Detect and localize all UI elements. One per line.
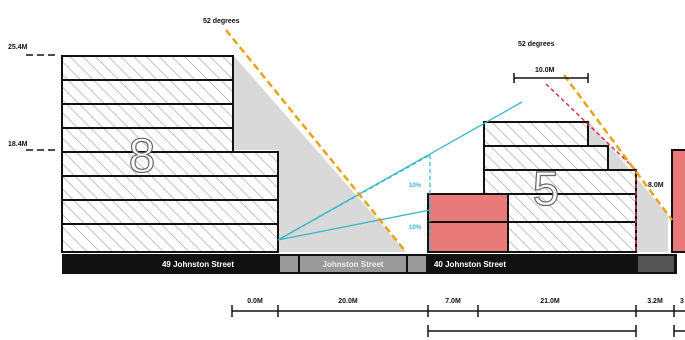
dimension-1: 20.0M — [338, 298, 358, 305]
street-label-left: 49 Johnston Street — [162, 260, 234, 269]
storey-count-right: 5 — [533, 163, 560, 216]
level-upper-label: 25.4M — [8, 44, 28, 51]
dimension-chain — [231, 305, 685, 337]
building-left — [61, 55, 279, 253]
johnston-street-block — [300, 256, 406, 272]
street-label-right: 40 Johnston Street — [434, 260, 506, 269]
sight-angle-upper: 10% — [409, 183, 422, 189]
level-markers — [26, 54, 56, 151]
kerb-far-right — [638, 256, 674, 272]
offset-dimension — [513, 73, 589, 83]
dimension-5: 3 — [680, 298, 684, 305]
offset-label: 10.0M — [535, 67, 555, 74]
dimension-0: 0.0M — [247, 298, 263, 305]
dimension-3: 21.0M — [540, 298, 560, 305]
sight-lines — [277, 101, 523, 252]
building-right — [427, 121, 637, 253]
shadow-envelope-left — [233, 55, 406, 252]
kerb-right — [408, 256, 426, 272]
level-lower-label: 18.4M — [8, 141, 28, 148]
kerb-left — [280, 256, 298, 272]
dimension-4: 3.2M — [647, 298, 663, 305]
dimension-2: 7.0M — [445, 298, 461, 305]
street-label-middle: Johnston Street — [323, 260, 384, 269]
ground-strip — [62, 254, 677, 274]
building-far-right — [671, 149, 685, 253]
storey-count-left: 8 — [129, 130, 156, 183]
angle-lines — [225, 29, 674, 253]
angle-label-left: 52 degrees — [203, 18, 240, 25]
angle-label-right: 52 degrees — [518, 41, 555, 48]
sight-angle-lower: 10% — [409, 225, 422, 231]
height-label: 8.0M — [648, 182, 664, 189]
